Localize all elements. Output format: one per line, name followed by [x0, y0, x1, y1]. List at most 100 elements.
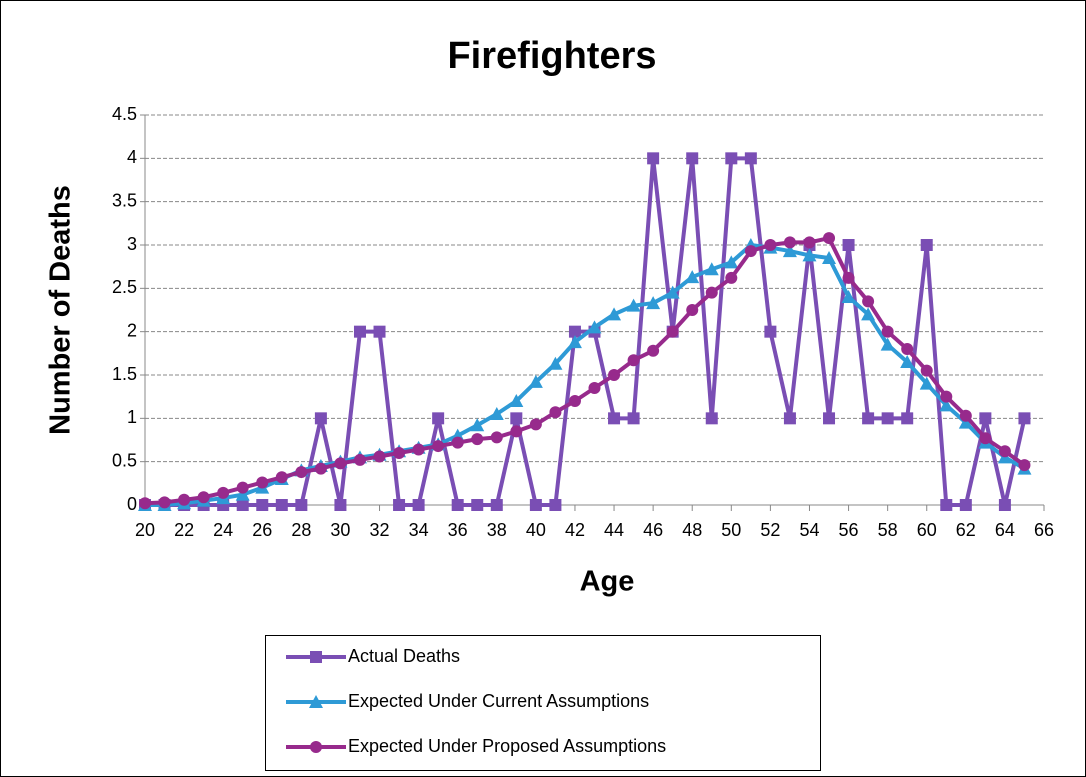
data-point [686, 304, 699, 316]
y-tick-label: 2 [127, 320, 137, 340]
data-point [528, 374, 543, 388]
x-tick-label: 48 [682, 520, 702, 540]
data-point [275, 471, 288, 484]
data-point [900, 355, 915, 368]
data-point [783, 412, 796, 425]
data-point [470, 418, 485, 432]
data-point [686, 152, 699, 165]
data-point [295, 466, 308, 479]
data-point [471, 499, 484, 511]
x-tick-label: 46 [643, 520, 663, 540]
data-point [412, 443, 425, 456]
data-point [217, 486, 230, 499]
data-point [549, 499, 562, 511]
data-point [862, 412, 875, 425]
x-tick-label: 54 [799, 520, 819, 540]
data-point [627, 412, 640, 425]
data-point [998, 499, 1011, 511]
data-point [665, 285, 680, 299]
data-point [295, 499, 308, 511]
x-tick-label: 22 [174, 520, 194, 540]
data-point [646, 296, 661, 310]
legend-label: Actual Deaths [348, 646, 460, 666]
data-point [901, 412, 914, 425]
data-point [236, 481, 249, 494]
data-point [256, 476, 269, 489]
data-point [567, 335, 582, 349]
data-point [235, 487, 250, 501]
data-point [841, 290, 856, 303]
data-point [939, 398, 954, 412]
data-point [744, 245, 757, 258]
data-point [803, 236, 816, 249]
data-point [940, 499, 953, 511]
data-point [158, 496, 171, 509]
data-point [509, 394, 524, 407]
data-point [608, 412, 621, 425]
data-point [704, 262, 719, 276]
x-tick-label: 40 [526, 520, 546, 540]
legend-marker [310, 741, 322, 753]
data-point [451, 436, 464, 449]
x-tick-label: 34 [409, 520, 429, 540]
data-point [588, 382, 601, 394]
data-point [256, 499, 269, 511]
data-point [353, 325, 366, 338]
data-point [626, 298, 641, 312]
data-point [373, 450, 386, 463]
x-tick-label: 52 [760, 520, 780, 540]
chart-title: Firefighters [447, 35, 656, 77]
data-point [705, 286, 718, 299]
data-point [705, 412, 718, 425]
data-point [725, 152, 738, 165]
data-point [725, 271, 738, 284]
data-point [940, 390, 953, 403]
x-tick-label: 66 [1034, 520, 1054, 540]
data-point [647, 344, 660, 357]
data-point [744, 152, 757, 165]
data-point [393, 447, 406, 459]
data-point [764, 239, 777, 251]
x-tick-label: 64 [995, 520, 1015, 540]
data-point [412, 499, 425, 511]
y-tick-label: 3.5 [112, 190, 137, 210]
data-point [608, 369, 621, 381]
data-point [842, 239, 855, 251]
x-tick-label: 30 [330, 520, 350, 540]
data-point [510, 425, 523, 438]
data-point [881, 412, 894, 425]
data-point [823, 412, 836, 425]
x-tick-label: 32 [370, 520, 390, 540]
y-tick-label: 1 [127, 407, 137, 427]
x-tick-label: 38 [487, 520, 507, 540]
data-point [489, 407, 504, 420]
data-point [393, 499, 406, 511]
x-tick-label: 28 [291, 520, 311, 540]
data-point [979, 432, 992, 445]
data-point [724, 255, 739, 269]
x-tick-label: 50 [721, 520, 741, 540]
data-point [353, 453, 366, 466]
data-point [979, 412, 992, 425]
data-point [334, 457, 347, 470]
data-point [432, 412, 445, 425]
y-tick-label: 4.5 [112, 104, 137, 124]
data-point [627, 354, 640, 367]
data-point [490, 431, 503, 444]
x-tick-label: 24 [213, 520, 233, 540]
data-point [587, 320, 602, 334]
data-point [880, 337, 895, 351]
data-point [901, 343, 914, 355]
data-point [334, 499, 347, 511]
data-point [783, 236, 796, 249]
data-point [529, 418, 542, 431]
legend-marker [309, 695, 323, 708]
y-tick-label: 3 [127, 234, 137, 254]
data-point [958, 415, 973, 429]
x-tick-label: 26 [252, 520, 272, 540]
data-point [568, 395, 581, 407]
data-point [920, 364, 933, 377]
x-tick-label: 56 [839, 520, 859, 540]
data-point [881, 325, 894, 338]
